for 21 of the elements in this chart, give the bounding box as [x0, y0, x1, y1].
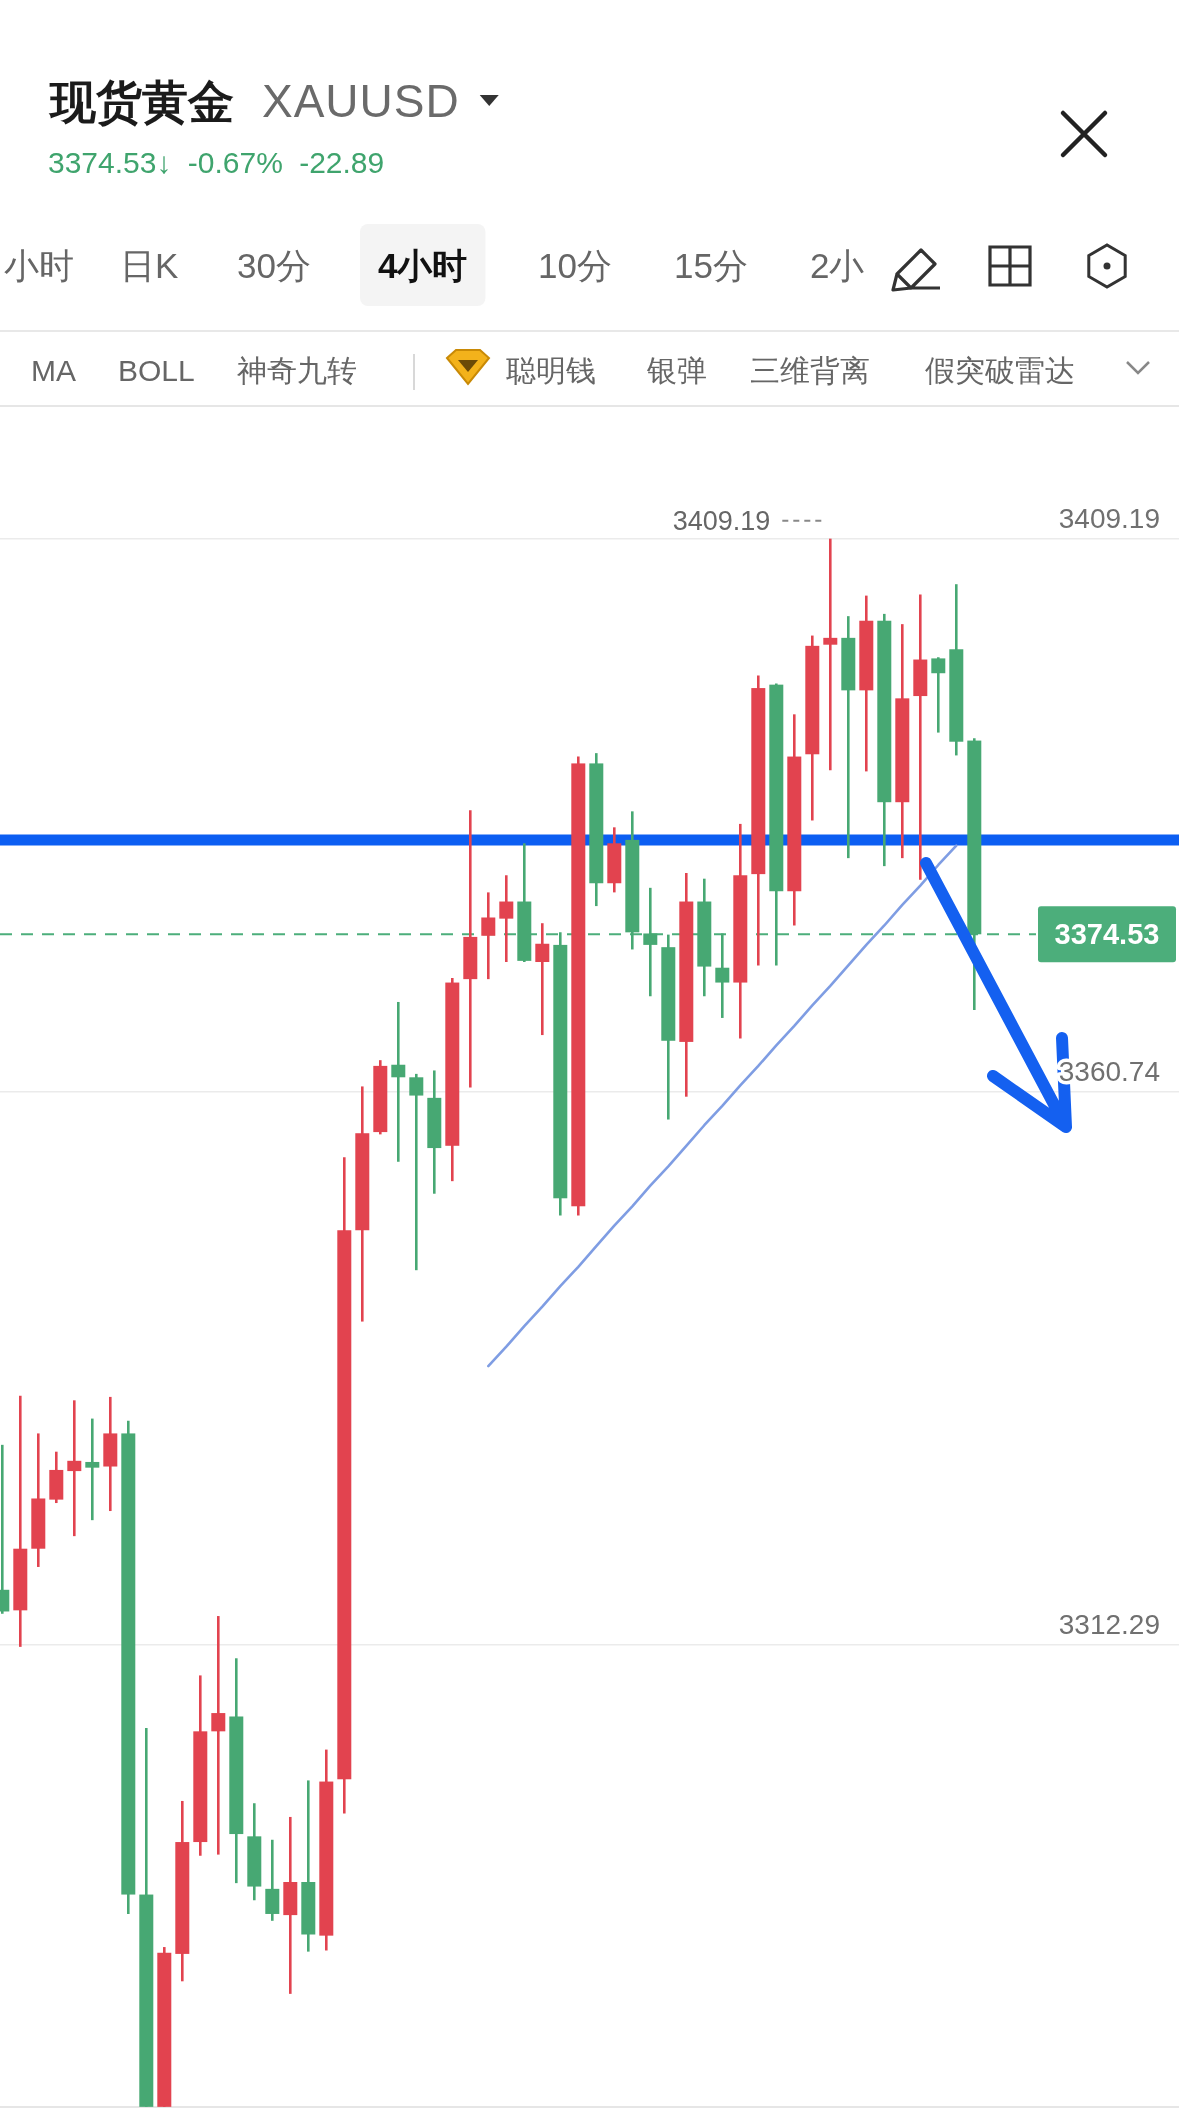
y-tick-label: 3312.29 [1058, 1608, 1160, 1640]
text: 三维背离 [750, 354, 870, 387]
chart-title: 现货黄金 [48, 76, 234, 128]
ref-line-label: 3374.53 [1054, 918, 1160, 951]
text: BOLL [118, 354, 195, 387]
text: 15分 [674, 246, 748, 285]
text: 神奇九转 [237, 354, 357, 387]
text: MA [31, 354, 76, 387]
annotation: 3409.19 [672, 505, 771, 536]
text: 30分 [237, 246, 311, 285]
text: 4小时 [378, 246, 468, 285]
text: 小时 [4, 246, 74, 285]
text: 10分 [538, 246, 612, 285]
y-tick-label: 3409.19 [1058, 502, 1160, 534]
text: 银弹 [646, 354, 707, 387]
text: 2小 [810, 246, 865, 285]
text: 假突破雷达 [925, 354, 1075, 387]
text: 3374.53↓ -0.67% -22.89 [48, 146, 385, 179]
chart-subtitle: XAUUSD [262, 75, 460, 127]
text: 日K [120, 246, 179, 285]
text: 聪明钱 [506, 354, 596, 387]
